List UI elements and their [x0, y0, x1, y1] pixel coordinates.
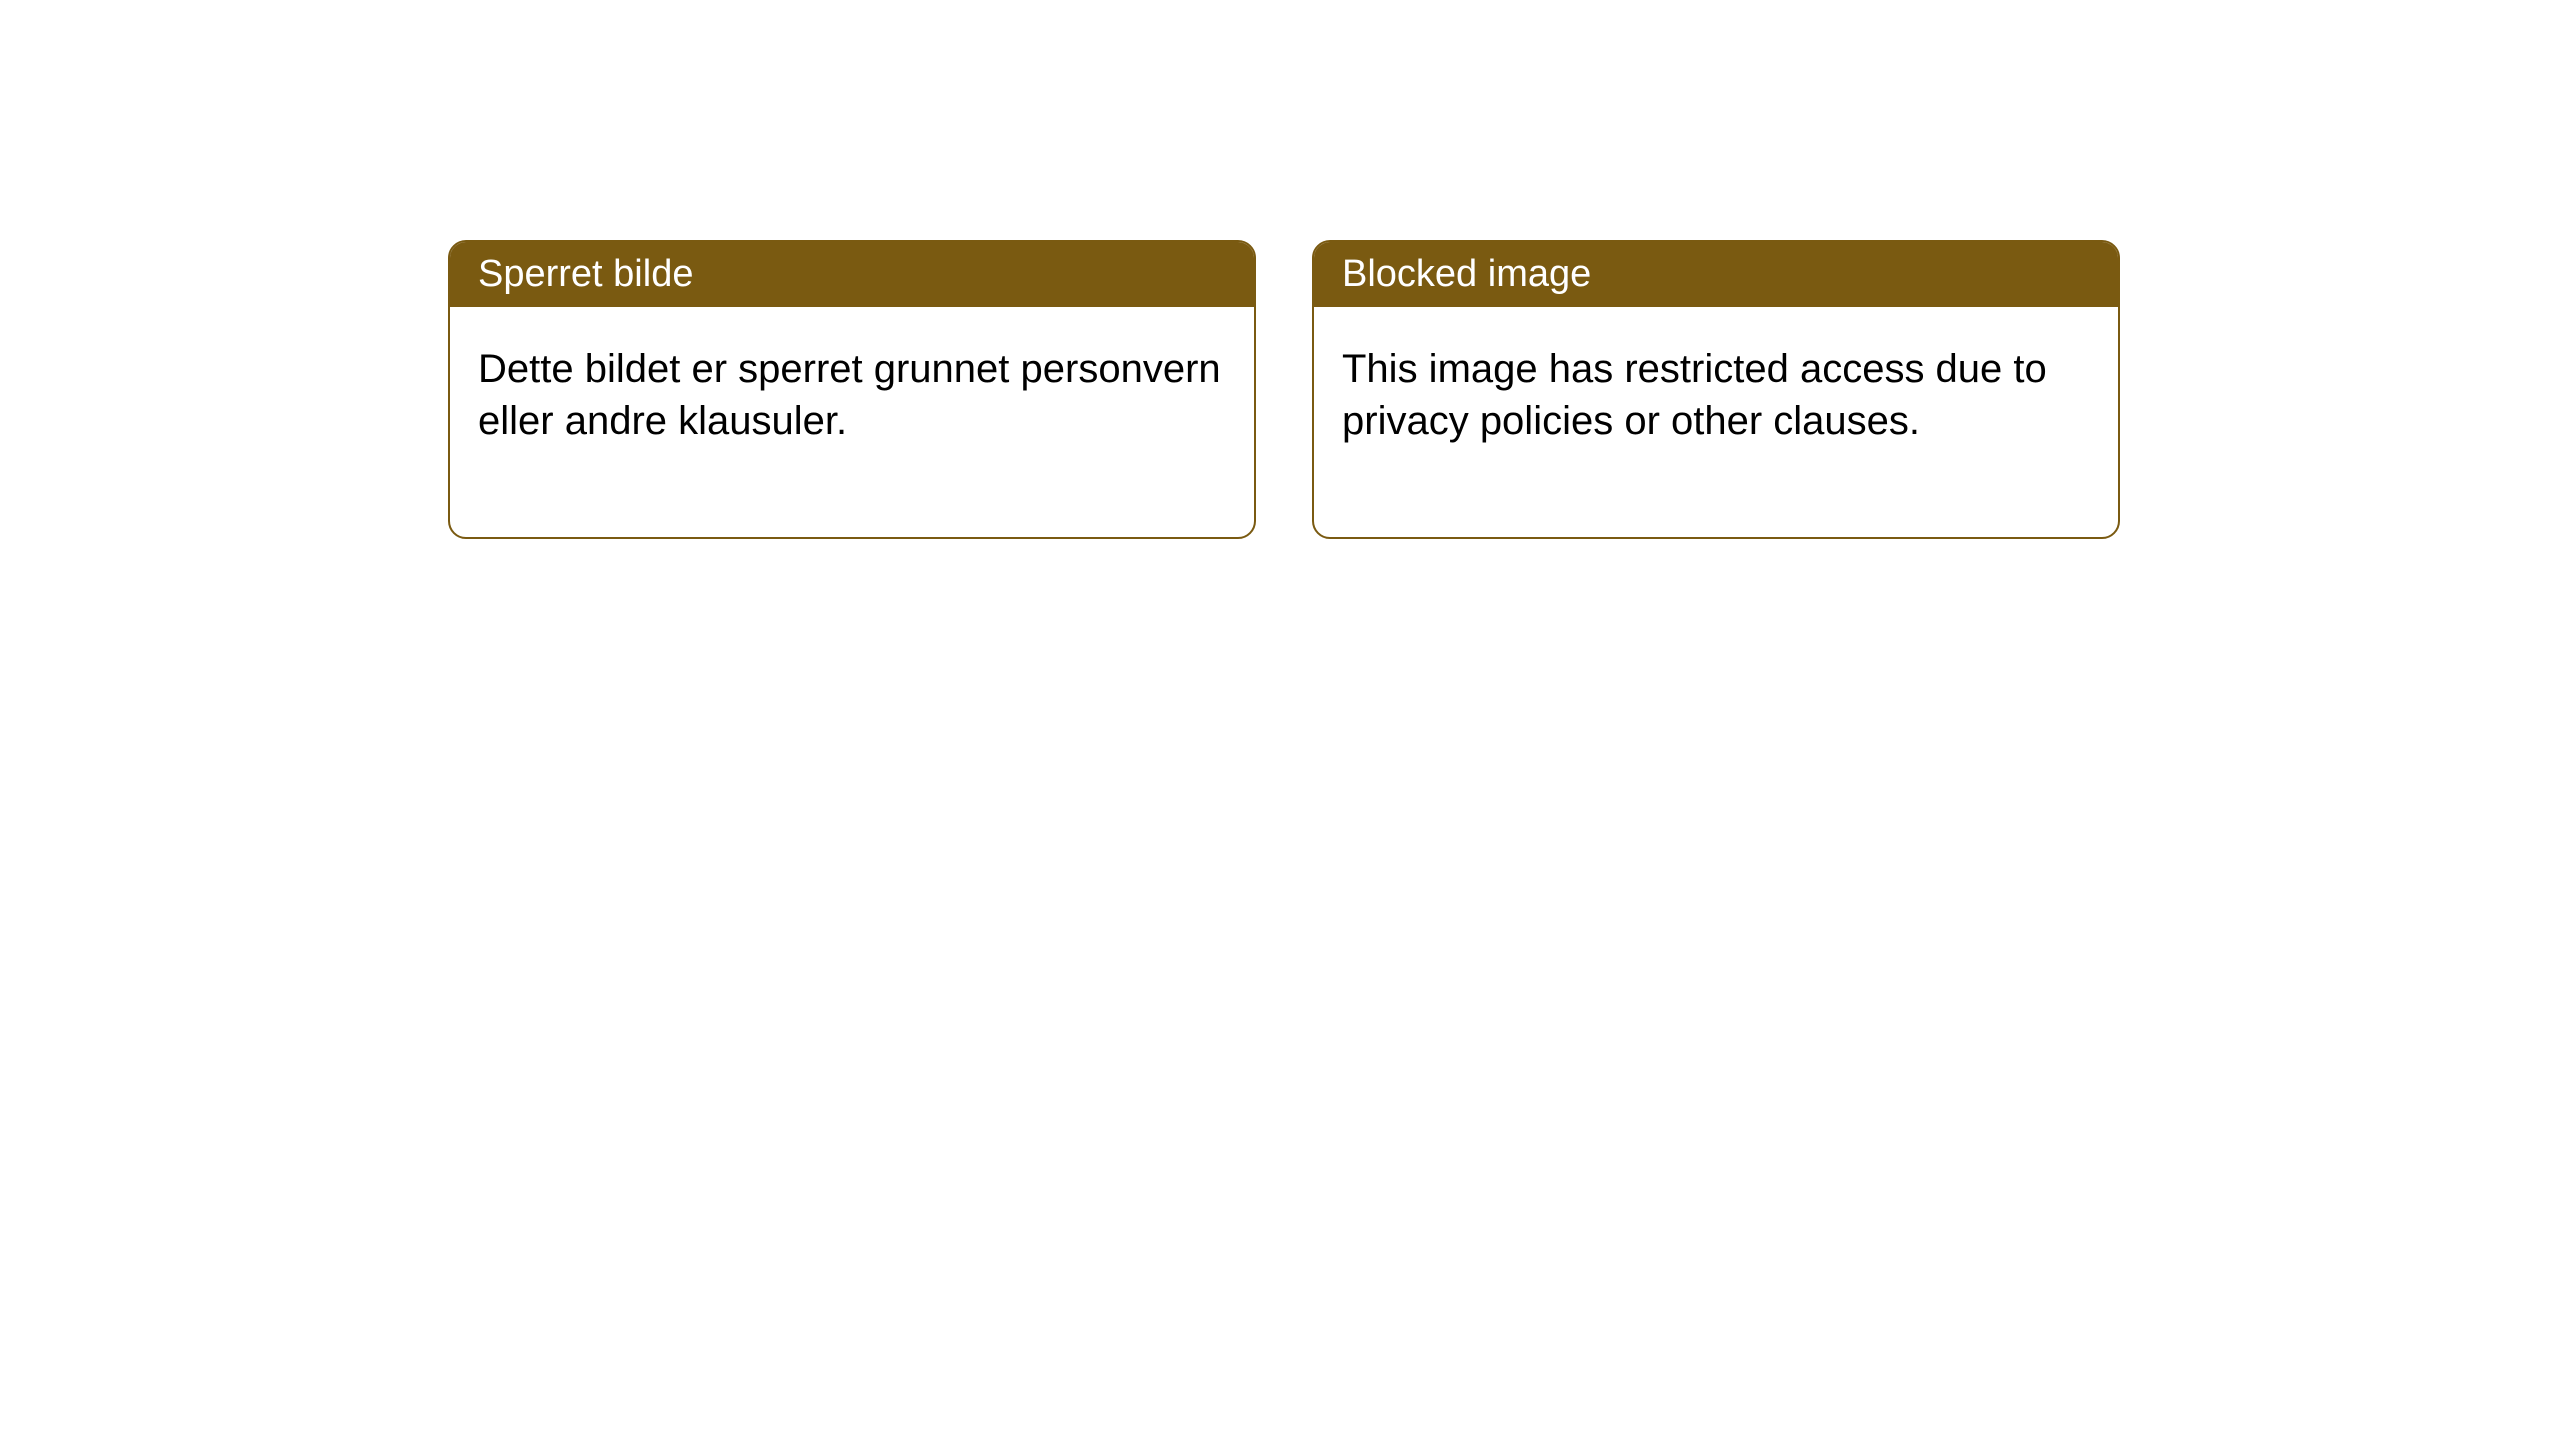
notice-body-norwegian: Dette bildet er sperret grunnet personve… [450, 307, 1254, 537]
notice-header-norwegian: Sperret bilde [450, 242, 1254, 307]
notice-header-english: Blocked image [1314, 242, 2118, 307]
notice-body-english: This image has restricted access due to … [1314, 307, 2118, 537]
notice-container: Sperret bilde Dette bildet er sperret gr… [448, 240, 2120, 539]
notice-card-english: Blocked image This image has restricted … [1312, 240, 2120, 539]
notice-card-norwegian: Sperret bilde Dette bildet er sperret gr… [448, 240, 1256, 539]
